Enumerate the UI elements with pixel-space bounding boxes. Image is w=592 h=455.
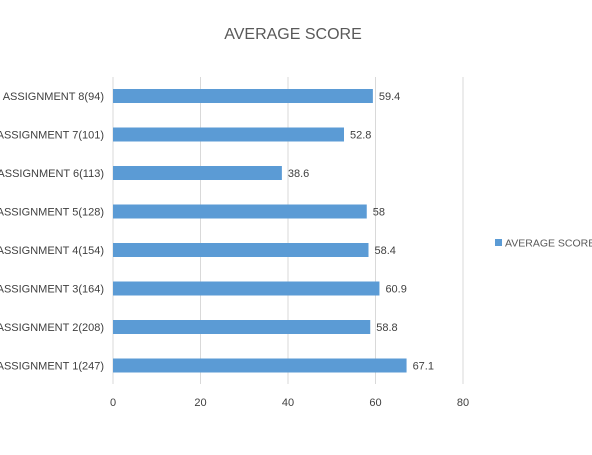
legend-swatch bbox=[495, 239, 502, 246]
x-tick-label: 0 bbox=[110, 397, 116, 409]
gridlines bbox=[112, 77, 464, 384]
bars bbox=[113, 89, 407, 373]
category-labels: ASSIGNMENT 8(94) ASSIGNMENT 7(101) ASSIGNM… bbox=[0, 91, 104, 373]
bar bbox=[113, 281, 380, 296]
bar bbox=[113, 358, 407, 373]
data-label: 58 bbox=[373, 207, 385, 219]
bar bbox=[113, 127, 344, 142]
bar bbox=[113, 89, 373, 103]
data-label: 38.6 bbox=[288, 168, 309, 180]
x-tick-label: 80 bbox=[457, 397, 469, 409]
data-label: 52.8 bbox=[350, 130, 371, 142]
category-label: ASSIGNMENT 8(94) bbox=[3, 91, 104, 103]
data-label: 60.9 bbox=[385, 284, 406, 296]
x-tick-label: 20 bbox=[194, 397, 206, 409]
data-label: 58.4 bbox=[375, 245, 396, 257]
data-labels: 59.4 52.8 38.6 58 58.4 60.9 58.8 67.1 bbox=[288, 91, 434, 373]
bar bbox=[113, 320, 371, 334]
category-label: ASSIGNMENT 6(113) bbox=[0, 168, 104, 180]
bar bbox=[113, 166, 282, 180]
x-tick-label: 40 bbox=[282, 397, 294, 409]
data-label: 67.1 bbox=[413, 361, 434, 373]
chart-title: AVERAGE SCORE bbox=[224, 26, 362, 43]
data-label: 58.8 bbox=[376, 322, 397, 334]
x-axis-ticks: 0 20 40 60 80 bbox=[110, 397, 469, 409]
bar bbox=[113, 204, 367, 219]
category-label: ASSIGNMENT 2(208) bbox=[0, 322, 104, 334]
category-label: ASSIGNMENT 7(101) bbox=[0, 130, 104, 142]
x-tick-label: 60 bbox=[369, 397, 381, 409]
category-label: ASSIGNMENT 5(128) bbox=[0, 207, 104, 219]
data-label: 59.4 bbox=[379, 91, 400, 103]
legend-label: AVERAGE SCORE bbox=[505, 238, 592, 250]
category-label: ASSIGNMENT 4(154) bbox=[0, 245, 104, 257]
category-label: ASSIGNMENT 3(164) bbox=[0, 284, 104, 296]
category-label: ASSIGNMENT 1(247) bbox=[0, 361, 104, 373]
bar bbox=[113, 243, 369, 257]
legend: AVERAGE SCORE bbox=[495, 238, 592, 250]
